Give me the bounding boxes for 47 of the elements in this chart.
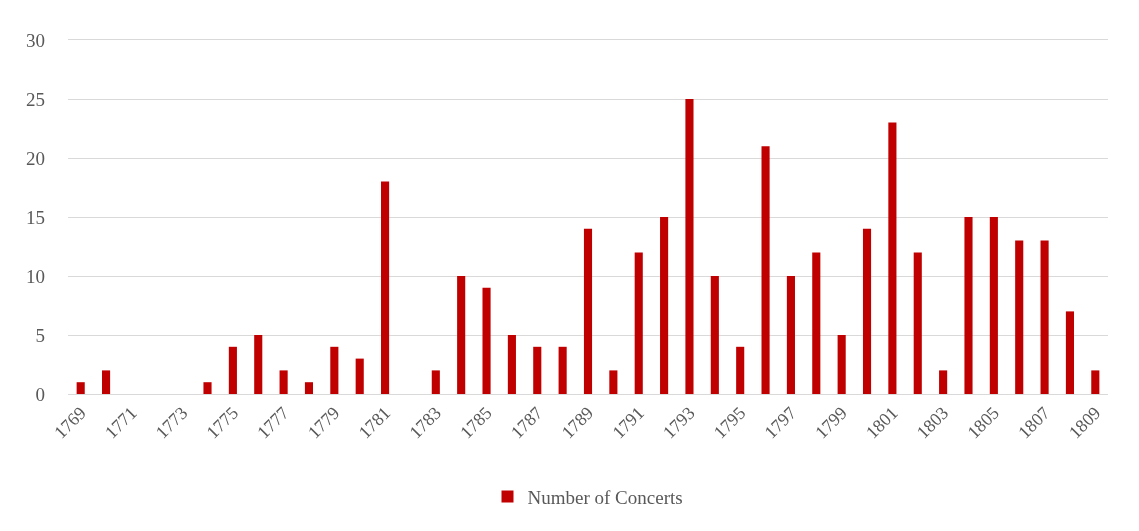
bar — [786, 276, 795, 394]
y-tick-label: 10 — [26, 265, 45, 287]
bar — [1091, 370, 1100, 394]
bar — [304, 382, 314, 394]
y-tick-label: 5 — [35, 324, 45, 346]
bar — [507, 335, 516, 394]
bar — [101, 370, 111, 394]
bar — [837, 335, 846, 394]
y-tick-label: 25 — [26, 88, 45, 110]
bar — [761, 146, 770, 394]
y-tick-label: 15 — [26, 206, 45, 228]
bar — [482, 287, 491, 394]
bar — [355, 358, 364, 394]
y-tick-label: 30 — [26, 29, 45, 51]
bar — [862, 228, 872, 394]
y-tick-label: 20 — [26, 147, 45, 169]
bar — [203, 382, 212, 394]
bar — [710, 276, 719, 394]
x-tick-label: 1783 — [405, 402, 445, 443]
bar — [964, 217, 973, 394]
x-tick-label: 1791 — [608, 402, 648, 443]
bar — [1040, 240, 1049, 394]
bar — [431, 370, 440, 394]
bar — [812, 252, 821, 394]
bar — [381, 181, 390, 394]
bar — [533, 346, 542, 394]
bar — [736, 346, 745, 394]
bar — [1015, 240, 1024, 394]
bar — [660, 217, 669, 394]
bar — [279, 370, 288, 394]
bar — [330, 346, 339, 394]
bar — [913, 252, 922, 394]
bar — [583, 228, 593, 394]
bar — [609, 370, 618, 394]
bar — [228, 346, 237, 394]
bar — [685, 99, 694, 394]
bar — [254, 335, 263, 394]
bar — [76, 382, 85, 394]
bar — [457, 276, 466, 394]
bar — [939, 370, 948, 394]
bar — [888, 122, 897, 394]
bar — [558, 346, 567, 394]
bar — [989, 217, 998, 394]
legend-label: Number of Concerts — [527, 486, 683, 508]
bar — [634, 252, 643, 394]
bar — [1065, 311, 1075, 394]
y-tick-label: 0 — [35, 383, 45, 405]
